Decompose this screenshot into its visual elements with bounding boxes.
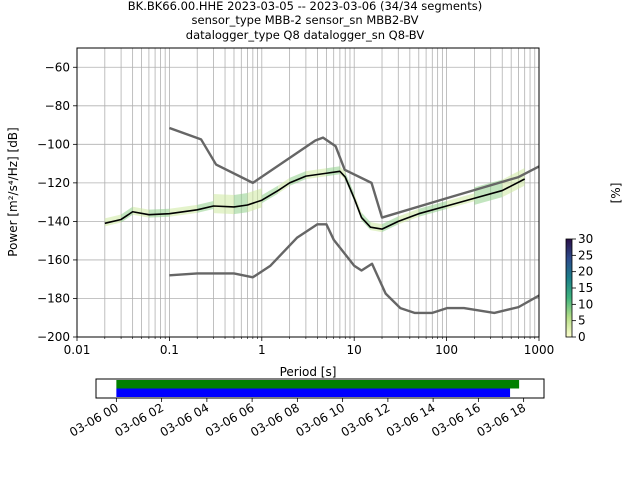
- timeline-bars: [116, 380, 520, 397]
- density-band: [502, 168, 525, 198]
- timeline-tick-label: 03-06 18: [474, 400, 528, 439]
- y-tick-label: −120: [37, 176, 70, 190]
- colorbar: 0 5 10 15 20 25 30 [%]: [565, 183, 623, 344]
- density-band: [382, 216, 399, 233]
- timeline-tick-label: 03-06 14: [384, 400, 438, 439]
- density-band: [247, 188, 262, 213]
- y-tick-label: −200: [37, 330, 70, 344]
- colorbar-scale: [565, 238, 573, 338]
- density-band: [213, 193, 234, 215]
- psd-plot: 0.01 0.1 1 10 100 1000 −200 −180 −160 −140 −120 −1…: [6, 47, 555, 379]
- y-tick-label: −100: [37, 137, 70, 151]
- y-tick-label: −80: [45, 99, 70, 113]
- mean-psd-line: [104, 170, 526, 230]
- density-band: [326, 166, 340, 177]
- density-band: [169, 204, 198, 217]
- density-band: [446, 193, 475, 209]
- x-tick-label: 10: [347, 343, 362, 357]
- timeline-bar: [116, 388, 511, 397]
- colorbar-tick-label: 0: [578, 330, 586, 344]
- density-band: [418, 200, 447, 217]
- density-band: [197, 200, 214, 213]
- title-line-2: sensor_type MBB-2 sensor_sn MBB2-BV: [192, 13, 419, 27]
- colorbar-label: [%]: [609, 183, 623, 204]
- density-band: [474, 179, 503, 205]
- timeline-tick-label: 03-06 10: [293, 400, 347, 439]
- y-ticks: −200 −180 −160 −140 −120 −100 −80 −60: [37, 60, 77, 344]
- timeline-tick-label: 03-06 12: [339, 400, 393, 439]
- density-band: [148, 208, 170, 218]
- density-band: [289, 171, 306, 186]
- noise-model-high-line: [168, 126, 540, 219]
- title-line-3: datalogger_type Q8 datalogger_sn Q8-BV: [186, 28, 425, 42]
- x-tick-label: 0.01: [64, 343, 91, 357]
- colorbar-tick-label: 20: [578, 265, 593, 279]
- timeline-tick-label: 03-06 00: [67, 400, 121, 439]
- density-band: [132, 206, 149, 218]
- y-axis-label: Power [m²/s⁴/Hz] [dB]: [6, 127, 20, 256]
- y-tick-label: −140: [37, 214, 70, 228]
- x-tick-label: 100: [435, 343, 458, 357]
- y-tick-label: −180: [37, 291, 70, 305]
- chart-title: BK.BK66.00.HHE 2023-03-05 -- 2023-03-06 …: [128, 0, 482, 42]
- noise-model-low-line: [169, 223, 540, 315]
- density-band: [233, 193, 248, 215]
- title-line-1: BK.BK66.00.HHE 2023-03-05 -- 2023-03-06 …: [128, 0, 482, 13]
- colorbar-tick-label: 5: [578, 314, 586, 328]
- density-band: [278, 177, 290, 194]
- density-band: [104, 214, 122, 227]
- timeline-tick-label: 03-06 06: [203, 400, 257, 439]
- y-tick-label: −160: [37, 253, 70, 267]
- colorbar-tick-label: 10: [578, 297, 593, 311]
- density-band: [305, 168, 327, 180]
- x-axis-label: Period [s]: [280, 365, 337, 379]
- plot-frame: [76, 47, 540, 338]
- timeline-bar: [116, 380, 520, 389]
- x-tick-label: 0.1: [160, 343, 179, 357]
- colorbar-tick-label: 25: [578, 248, 593, 262]
- x-ticks: 0.01 0.1 1 10 100 1000: [64, 337, 555, 357]
- colorbar-tick-label: 15: [578, 281, 593, 295]
- timeline-tick-label: 03-06 02: [112, 400, 166, 439]
- timeline-tick-label: 03-06 04: [158, 400, 212, 439]
- density-band: [370, 222, 383, 233]
- x-tick-label: 1: [258, 343, 266, 357]
- colorbar-tick-label: 30: [578, 232, 593, 246]
- density-band: [398, 208, 419, 225]
- timeline-tick-label: 03-06 08: [248, 400, 302, 439]
- series-group: [104, 126, 540, 315]
- colorbar-ticks: 0 5 10 15 20 25 30: [572, 232, 593, 344]
- density-band: [121, 206, 133, 223]
- density-band: [261, 185, 279, 204]
- x-tick-label: 1000: [524, 343, 555, 357]
- y-tick-label: −60: [45, 60, 70, 74]
- timeline-tick-label: 03-06 16: [429, 400, 483, 439]
